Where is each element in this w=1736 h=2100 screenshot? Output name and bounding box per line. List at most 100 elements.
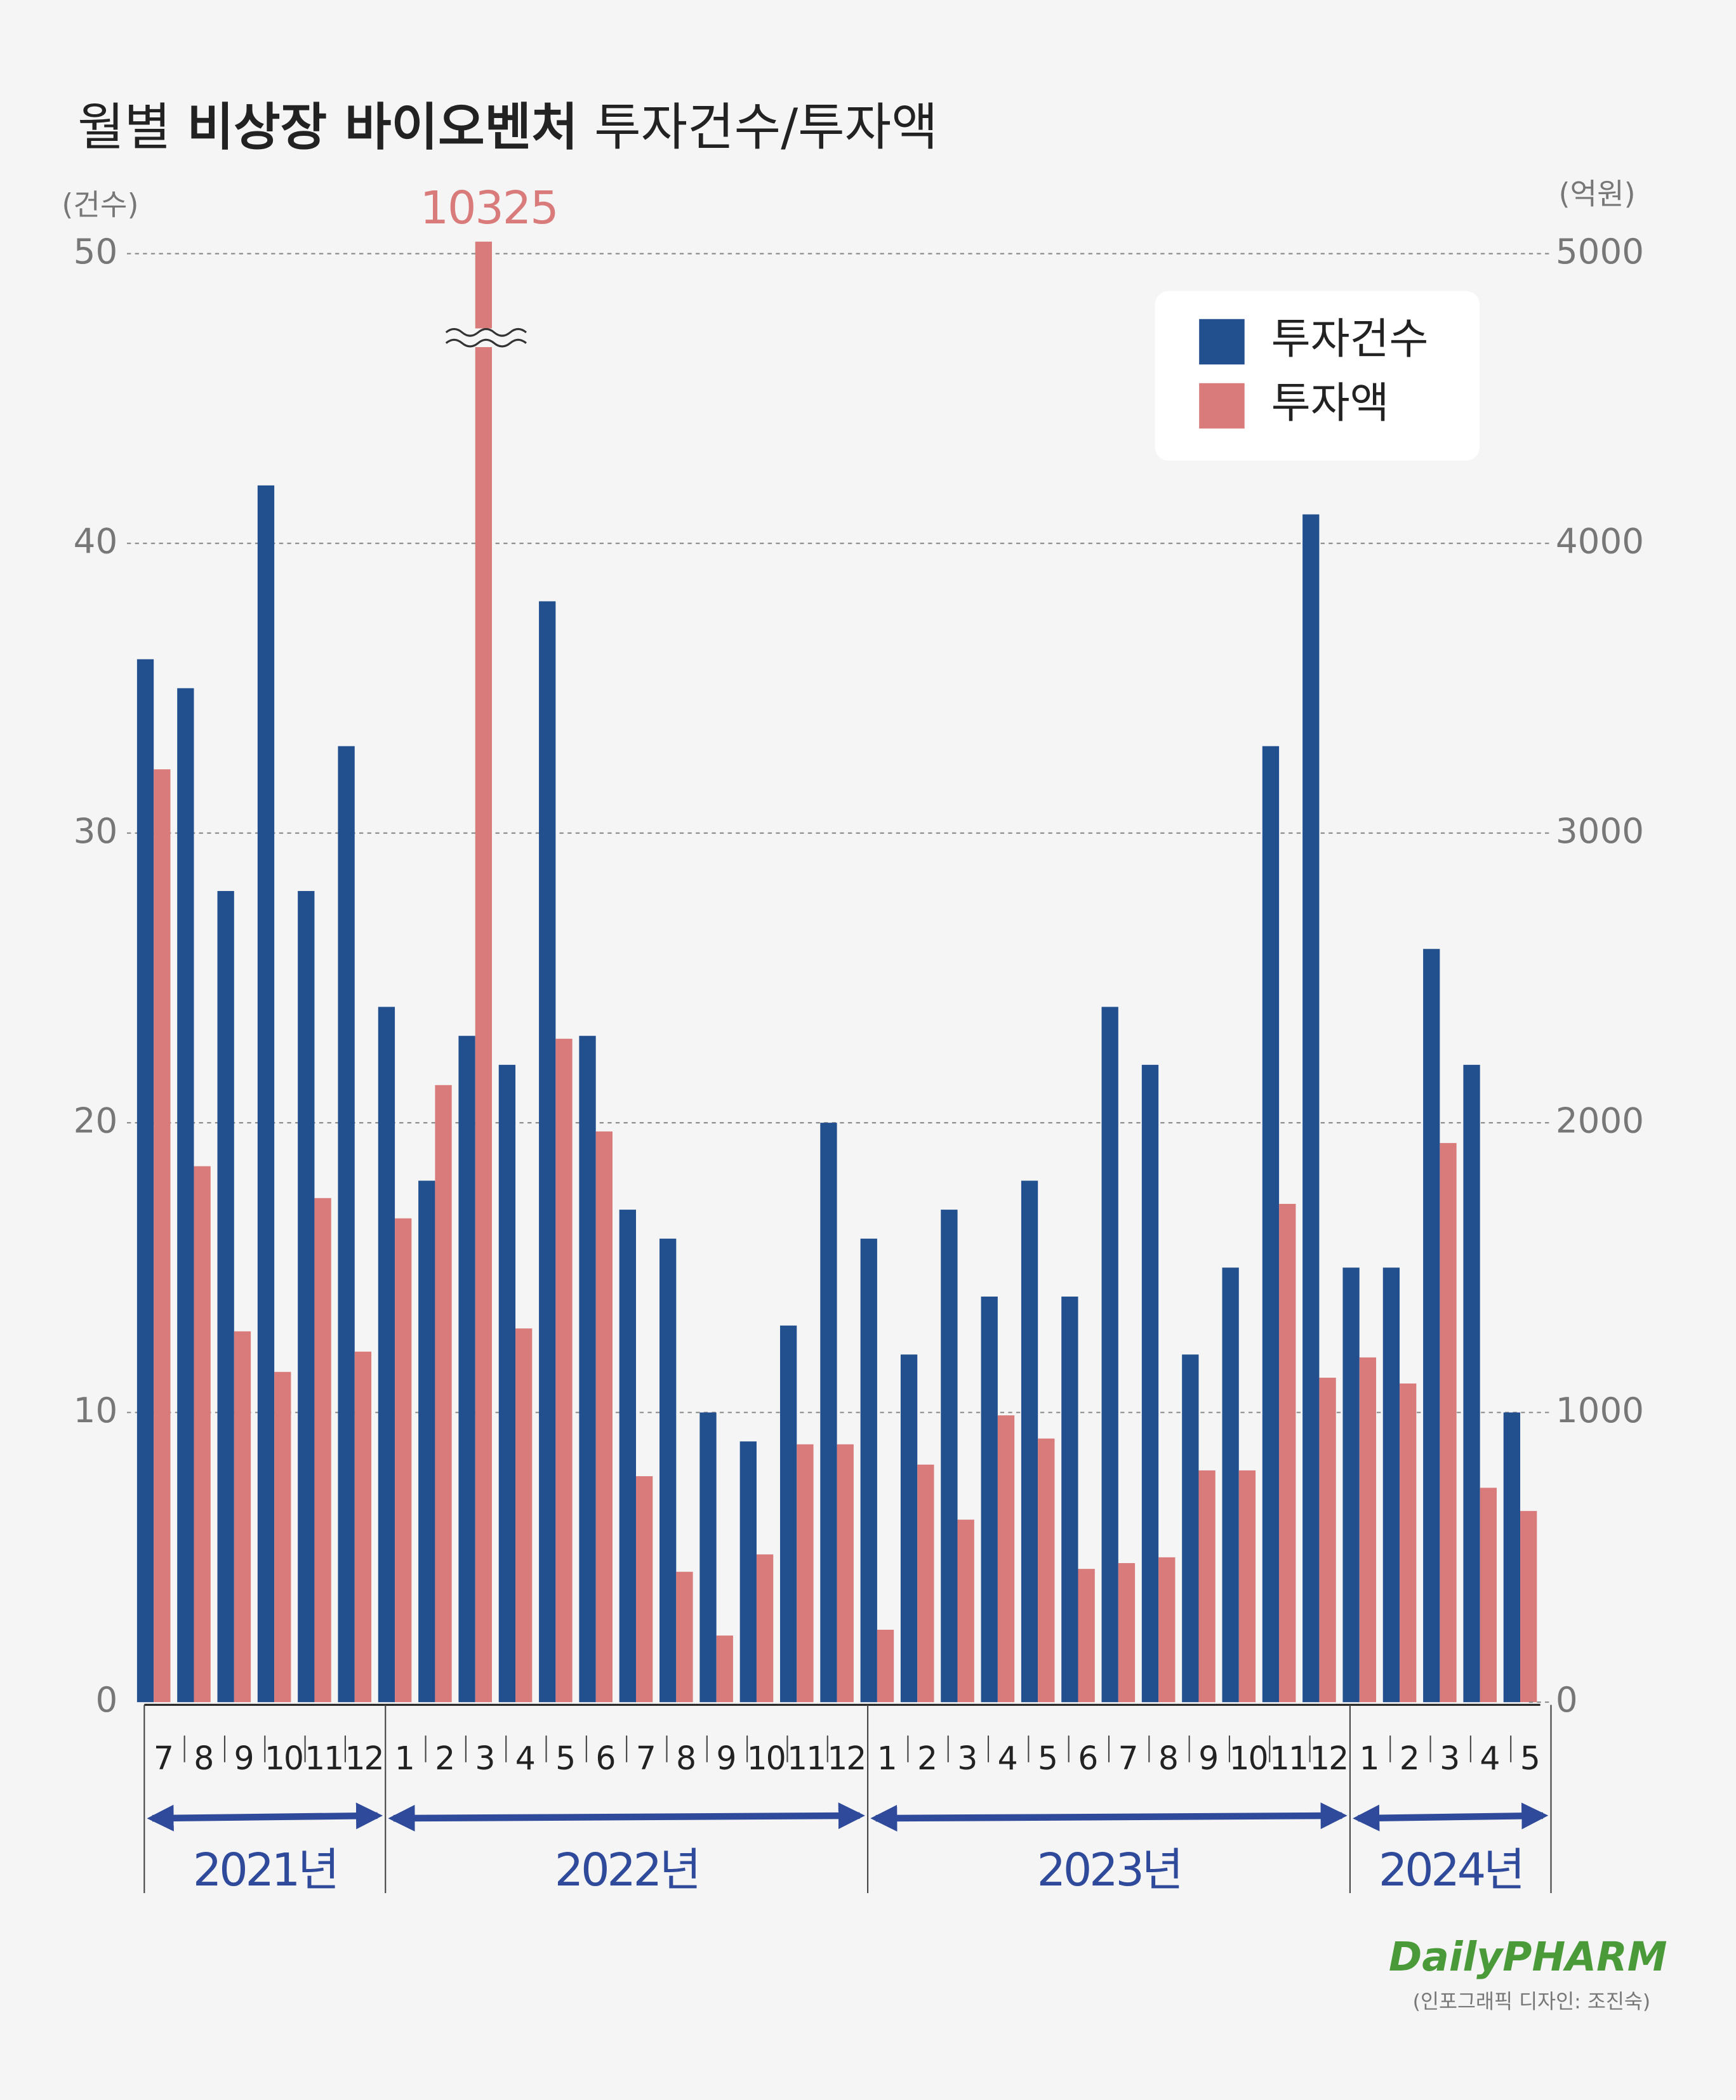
y2-tick-label: 4000 bbox=[1556, 520, 1644, 561]
y2-tick-label: 1000 bbox=[1556, 1390, 1644, 1430]
y-tick-label: 30 bbox=[74, 810, 118, 851]
y2-tick-label: 2000 bbox=[1556, 1100, 1644, 1140]
bar bbox=[957, 1519, 974, 1703]
x-tick-label: 1 bbox=[877, 1740, 896, 1777]
bar bbox=[177, 688, 194, 1703]
x-tick-label: 3 bbox=[1440, 1740, 1459, 1777]
x-tick-label: 12 bbox=[827, 1740, 865, 1777]
x-tick-label: 10 bbox=[747, 1740, 785, 1777]
y2-tick-label: 0 bbox=[1556, 1679, 1578, 1720]
bar bbox=[1440, 1143, 1457, 1703]
bar bbox=[555, 1038, 573, 1703]
bar bbox=[619, 1210, 636, 1703]
bar bbox=[274, 1371, 291, 1703]
axis-break bbox=[445, 327, 527, 348]
bar bbox=[1141, 1064, 1159, 1703]
x-tick-label: 11 bbox=[305, 1740, 343, 1777]
x-tick-label: 5 bbox=[555, 1740, 574, 1777]
bar bbox=[1061, 1297, 1078, 1703]
bar bbox=[1279, 1203, 1296, 1703]
bar bbox=[154, 769, 171, 1703]
legend-label: 투자건수 bbox=[1271, 314, 1429, 364]
x-tick-label: 4 bbox=[1480, 1740, 1499, 1777]
y-tick-label: 10 bbox=[74, 1390, 118, 1430]
y2-tick-label: 3000 bbox=[1556, 810, 1644, 851]
bar bbox=[1463, 1064, 1480, 1703]
x-tick-label: 2 bbox=[917, 1740, 936, 1777]
x-tick-label: 4 bbox=[998, 1740, 1017, 1777]
x-tick-label: 9 bbox=[1198, 1740, 1217, 1777]
year-label: 2024년 bbox=[1379, 1844, 1523, 1896]
bar bbox=[1359, 1357, 1377, 1703]
x-tick-label: 1 bbox=[395, 1740, 414, 1777]
bar bbox=[1101, 1007, 1118, 1703]
bar bbox=[498, 1064, 516, 1703]
data-label: 10325 bbox=[420, 182, 558, 234]
x-tick-label: 3 bbox=[475, 1740, 494, 1777]
y-tick-label: 20 bbox=[74, 1100, 118, 1140]
x-tick-label: 10 bbox=[1229, 1740, 1267, 1777]
bar bbox=[1302, 514, 1320, 1703]
bar bbox=[595, 1131, 613, 1703]
chart-title: 월별 비상장 바이오벤처 투자건수/투자액 bbox=[77, 98, 938, 157]
x-tick-label: 6 bbox=[595, 1740, 614, 1777]
x-tick-label: 11 bbox=[787, 1740, 825, 1777]
x-tick-label: 3 bbox=[957, 1740, 976, 1777]
bar bbox=[877, 1629, 894, 1703]
bar bbox=[900, 1354, 918, 1703]
x-tick-label: 4 bbox=[515, 1740, 534, 1777]
bar bbox=[1238, 1470, 1256, 1703]
year-label: 2023년 bbox=[1037, 1844, 1181, 1896]
x-tick-label: 8 bbox=[1158, 1740, 1177, 1777]
bar bbox=[997, 1415, 1015, 1703]
bar bbox=[257, 485, 275, 1703]
bar bbox=[418, 1180, 435, 1703]
bar bbox=[1182, 1354, 1199, 1703]
title-part: 비상장 바이오벤처 bbox=[187, 98, 578, 157]
break-line bbox=[445, 338, 527, 348]
x-tick-label: 7 bbox=[636, 1740, 655, 1777]
bar bbox=[659, 1238, 677, 1703]
legend-swatch bbox=[1199, 319, 1245, 365]
bar bbox=[1198, 1470, 1216, 1703]
bar bbox=[539, 601, 556, 1703]
x-tick-label: 9 bbox=[716, 1740, 735, 1777]
x-tick-label: 12 bbox=[1309, 1740, 1348, 1777]
bar bbox=[1078, 1569, 1095, 1703]
bar bbox=[1520, 1510, 1537, 1703]
bar bbox=[699, 1412, 717, 1703]
x-tick-label: 2 bbox=[435, 1740, 454, 1777]
bar bbox=[1158, 1557, 1176, 1703]
credit: (인포그래픽 디자인: 조진숙) bbox=[1413, 1990, 1651, 2013]
year-arrow bbox=[147, 1802, 383, 1832]
bar bbox=[194, 1166, 211, 1703]
bar bbox=[860, 1238, 877, 1703]
bar bbox=[941, 1210, 958, 1703]
bar bbox=[837, 1444, 854, 1703]
year-arrow bbox=[870, 1802, 1348, 1832]
x-tick-label: 8 bbox=[676, 1740, 695, 1777]
x-tick-label: 5 bbox=[1038, 1740, 1057, 1777]
bar bbox=[779, 1325, 797, 1703]
x-tick-label: 6 bbox=[1078, 1740, 1097, 1777]
x-tick-label: 12 bbox=[345, 1740, 383, 1777]
source-logo: DailyPHARM bbox=[1389, 1933, 1667, 1980]
bar bbox=[676, 1571, 693, 1703]
year-label: 2021년 bbox=[193, 1844, 337, 1896]
bar bbox=[217, 890, 234, 1703]
bar bbox=[1503, 1412, 1521, 1703]
bar bbox=[354, 1351, 372, 1703]
year-label: 2022년 bbox=[555, 1844, 699, 1896]
bar bbox=[458, 1036, 475, 1703]
y-tick-label: 40 bbox=[74, 520, 118, 561]
break-line bbox=[445, 327, 527, 337]
x-tick-label: 10 bbox=[265, 1740, 303, 1777]
bar bbox=[739, 1441, 757, 1703]
legend-swatch bbox=[1199, 383, 1245, 429]
bar bbox=[515, 1328, 533, 1703]
year-arrow bbox=[1353, 1802, 1549, 1832]
y-tick-label: 50 bbox=[74, 231, 118, 272]
bar bbox=[579, 1036, 596, 1703]
